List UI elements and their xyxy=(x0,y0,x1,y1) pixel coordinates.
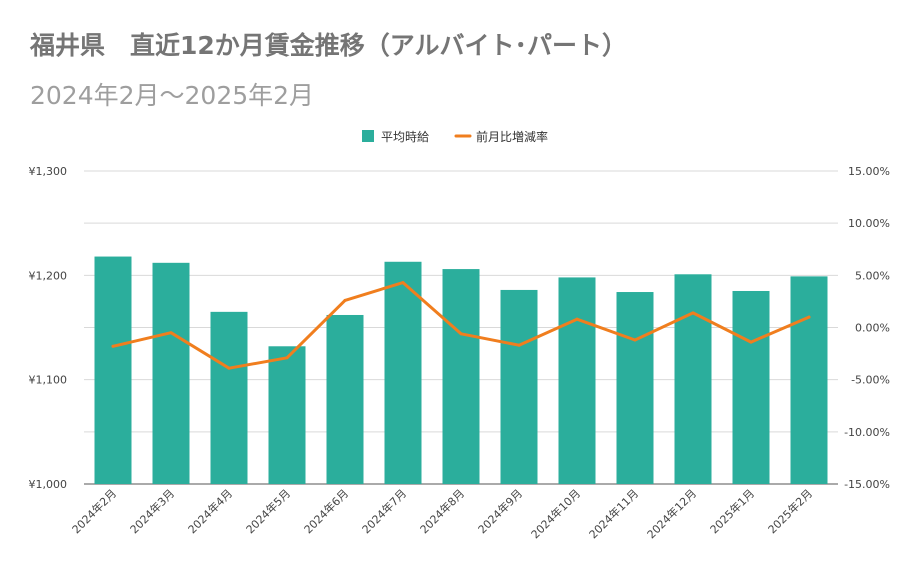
y-right-tick-label: 10.00% xyxy=(848,217,890,230)
x-tick-label: 2024年12月 xyxy=(644,486,699,541)
x-tick-label: 2024年10月 xyxy=(528,486,583,541)
chart-subtitle: 2024年2月～2025年2月 xyxy=(30,81,315,110)
x-tick-label: 2024年3月 xyxy=(127,486,177,536)
y-right-tick-label: -5.00% xyxy=(851,374,890,387)
bar xyxy=(94,256,132,484)
bar xyxy=(790,276,828,484)
y-right-tick-label: -10.00% xyxy=(844,426,890,439)
x-tick-label: 2025年1月 xyxy=(707,486,757,536)
bar xyxy=(558,277,596,484)
y-left-tick-label: ¥1,200 xyxy=(29,269,68,282)
line-point xyxy=(343,298,347,302)
x-tick-label: 2024年4月 xyxy=(185,486,235,536)
bar xyxy=(152,262,190,484)
y-right-tick-label: 15.00% xyxy=(848,165,890,178)
bar xyxy=(500,289,538,484)
line-point xyxy=(807,315,811,319)
chart-title: 福井県 直近12か月賃金推移（アルバイト･パート） xyxy=(30,31,628,60)
x-tick-label: 2024年11月 xyxy=(586,486,641,541)
x-tick-label: 2024年7月 xyxy=(359,486,409,536)
bar xyxy=(210,311,248,484)
line-point xyxy=(111,344,115,348)
x-tick-label: 2025年2月 xyxy=(765,486,815,536)
line-point xyxy=(401,281,405,285)
line-point xyxy=(575,317,579,321)
line-point xyxy=(285,356,289,360)
line-point xyxy=(227,366,231,370)
bar xyxy=(326,314,364,484)
bar xyxy=(616,292,654,484)
x-tick-label: 2024年6月 xyxy=(301,486,351,536)
line-point xyxy=(749,340,753,344)
y-right-tick-label: -15.00% xyxy=(844,478,890,491)
legend: 平均時給 前月比増減率 xyxy=(362,129,548,144)
x-tick-label: 2024年9月 xyxy=(475,486,525,536)
line-point xyxy=(169,331,173,335)
legend-label-line: 前月比増減率 xyxy=(476,129,548,144)
y-left-tick-label: ¥1,300 xyxy=(29,165,68,178)
bar xyxy=(268,346,306,484)
y-right-tick-label: 0.00% xyxy=(855,322,890,335)
y-right-tick-label: 5.00% xyxy=(855,269,890,282)
bar xyxy=(674,274,712,484)
legend-label-bar: 平均時給 xyxy=(381,130,429,144)
x-tick-label: 2024年5月 xyxy=(243,486,293,536)
legend-swatch-bar xyxy=(362,130,374,142)
bar xyxy=(732,290,770,484)
x-tick-label: 2024年8月 xyxy=(417,486,467,536)
y-left-tick-label: ¥1,100 xyxy=(29,374,68,387)
bar xyxy=(442,269,480,484)
bar xyxy=(384,261,422,484)
line-point xyxy=(517,343,521,347)
line-point xyxy=(691,311,695,315)
x-tick-label: 2024年2月 xyxy=(69,486,119,536)
line-point xyxy=(459,332,463,336)
line-point xyxy=(633,338,637,342)
y-left-tick-label: ¥1,000 xyxy=(29,478,68,491)
